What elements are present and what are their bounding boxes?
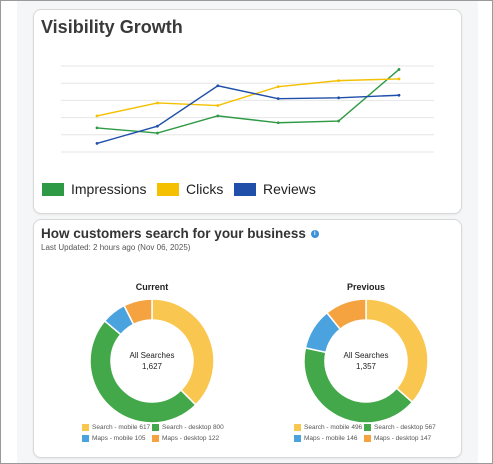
data-point-reviews <box>216 84 220 88</box>
data-point-impressions <box>216 114 220 118</box>
visibility-growth-card: Visibility Growth Impressions Clicks Rev… <box>33 9 462 214</box>
current-legend-maps-mobile: Maps - mobile 105 <box>82 435 145 442</box>
data-point-clicks <box>276 85 280 89</box>
data-point-reviews <box>276 97 280 101</box>
donut-slice-maps-desktop <box>325 298 367 331</box>
series-line-clicks <box>96 78 400 117</box>
data-point-clicks <box>397 77 401 81</box>
clicks-swatch <box>157 182 179 196</box>
legend-item-clicks[interactable]: Clicks <box>157 181 223 197</box>
card-title: How customers search for your business i <box>41 226 319 241</box>
reviews-swatch <box>234 182 256 196</box>
series-line-reviews <box>96 85 400 145</box>
data-point-impressions <box>397 68 401 71</box>
card-title-text: How customers search for your business <box>41 226 306 241</box>
data-point-reviews <box>397 93 401 97</box>
legend-label: Impressions <box>71 181 147 197</box>
previous-legend-maps-desktop: Maps - desktop 147 <box>364 435 431 442</box>
data-point-impressions <box>156 131 159 135</box>
previous-donut-title: Previous <box>346 282 386 292</box>
previous-legend-search-desktop: Search - desktop 567 <box>364 424 436 431</box>
data-point-clicks <box>156 101 159 105</box>
data-point-clicks <box>337 79 340 83</box>
current-legend-search-mobile: Search - mobile 617 <box>82 424 150 431</box>
visibility-line-chart <box>61 65 434 153</box>
data-point-clicks <box>95 114 99 118</box>
data-point-reviews <box>337 96 340 100</box>
legend-label: Clicks <box>186 181 224 197</box>
info-icon[interactable]: i <box>310 229 319 238</box>
previous-center-label: All Searches <box>343 351 389 360</box>
last-updated: Last Updated: 2 hours ago (Nov 06, 2025) <box>41 243 191 252</box>
previous-legend-maps-mobile: Maps - mobile 146 <box>294 435 357 442</box>
series-line-impressions <box>96 68 400 134</box>
impressions-swatch <box>42 182 64 196</box>
data-point-impressions <box>276 121 280 125</box>
current-donut-chart <box>89 298 215 424</box>
previous-legend-search-mobile: Search - mobile 496 <box>294 424 362 431</box>
current-center-label: All Searches <box>129 351 175 360</box>
legend-label: Reviews <box>263 181 316 197</box>
card-title: Visibility Growth <box>41 17 183 37</box>
donut-slice-search-desktop <box>89 319 197 424</box>
data-point-impressions <box>95 126 99 130</box>
current-donut-title: Current <box>135 282 169 292</box>
current-legend-search-desktop: Search - desktop 800 <box>152 424 224 431</box>
current-legend-maps-desktop: Maps - desktop 122 <box>152 435 219 442</box>
data-point-clicks <box>216 104 220 107</box>
legend-item-impressions[interactable]: Impressions <box>42 181 146 197</box>
data-point-reviews <box>95 142 99 145</box>
data-point-impressions <box>337 119 340 123</box>
current-center-value: 1,627 <box>141 362 163 371</box>
previous-center-value: 1,357 <box>355 362 377 371</box>
donut-slice-maps-desktop <box>123 298 153 326</box>
search-breakdown-card: How customers search for your business i… <box>33 219 462 458</box>
data-point-reviews <box>156 124 159 128</box>
previous-donut-chart <box>303 298 429 424</box>
legend-item-reviews[interactable]: Reviews <box>234 181 316 197</box>
